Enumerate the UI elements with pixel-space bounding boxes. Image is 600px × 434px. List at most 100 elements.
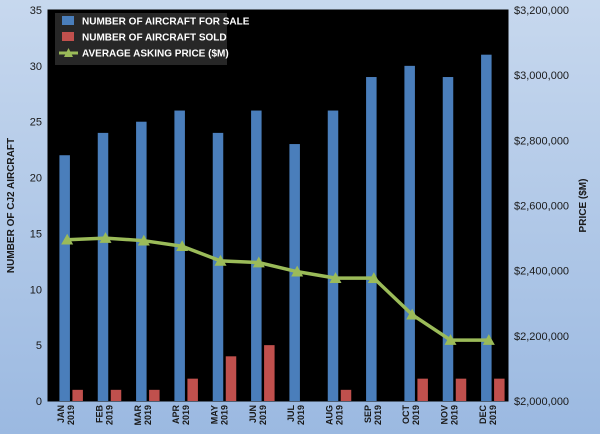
plot-area [47, 9, 509, 402]
bar-sold [149, 389, 160, 401]
bar-sold [264, 345, 275, 401]
x-tick-label: DEC 2019 [478, 405, 498, 426]
x-tick-label: JUN 2019 [248, 405, 268, 425]
legend-swatch [62, 16, 74, 25]
svg-text:MAY: MAY [210, 405, 220, 424]
y-right-tick-label: $2,000,000 [514, 396, 569, 408]
svg-text:2019: 2019 [66, 405, 76, 425]
price-point [367, 272, 380, 283]
svg-text:JUL: JUL [286, 405, 296, 423]
y-tick-label: 5 [36, 340, 42, 352]
price-point [291, 265, 304, 277]
right-axis: $2,000,000 $2,200,000 $2,400,000 $2,600,000… [514, 5, 569, 408]
svg-text:JAN: JAN [56, 405, 66, 423]
bar-sold [72, 389, 83, 401]
bar-sold [340, 389, 352, 401]
bar-for-sale [59, 155, 70, 401]
price-point [61, 233, 74, 245]
svg-text:2019: 2019 [181, 405, 191, 425]
left-axis: 0 5 10 15 20 25 30 35 [30, 5, 42, 408]
x-tick-label: NOV 2019 [440, 405, 460, 425]
x-tick-label: FEB 2019 [95, 404, 115, 425]
svg-text:2019: 2019 [143, 405, 153, 425]
price-line [61, 232, 495, 345]
bar-sold [494, 378, 505, 401]
svg-text:2019: 2019 [220, 405, 230, 425]
bar-for-sale [442, 77, 454, 402]
x-tick-label: JUL 2019 [286, 405, 306, 426]
y-axis-right-label: PRICE ($M) [578, 179, 589, 233]
bar-sold [225, 356, 237, 401]
svg-text:2019: 2019 [488, 405, 498, 425]
y-tick-label: 20 [30, 173, 42, 185]
bar-for-sale [404, 65, 415, 401]
bar-sold [455, 378, 467, 401]
svg-text:MAR: MAR [133, 405, 143, 426]
svg-text:AUG: AUG [325, 405, 335, 425]
x-tick-label: SEP 2019 [363, 405, 383, 425]
y-right-tick-label: $2,400,000 [514, 266, 569, 278]
x-tick-label: JAN 2019 [56, 405, 76, 425]
bar-sold [187, 378, 198, 401]
bar-sold [110, 389, 122, 401]
legend: NUMBER OF AIRCRAFT FOR SALE NUMBER OF AIR… [55, 13, 250, 65]
price-point [252, 256, 265, 268]
y-right-tick-label: $2,800,000 [514, 135, 569, 147]
x-tick-label: APR 2019 [171, 405, 191, 426]
x-tick-label: OCT 2019 [401, 405, 421, 426]
legend-marker [64, 48, 73, 57]
bar-for-sale [251, 110, 262, 402]
y-tick-label: 35 [30, 5, 42, 17]
y-axis-label: NUMBER OF CJ2 AIRCRAFT [6, 138, 17, 273]
x-tick-label: MAR 2019 [133, 405, 153, 426]
y-tick-label: 30 [30, 61, 42, 73]
y-tick-label: 15 [30, 228, 42, 240]
legend-box [55, 13, 227, 65]
price-point [176, 240, 189, 252]
svg-text:SEP: SEP [363, 405, 373, 423]
legend-swatch [62, 32, 74, 41]
svg-text:2019: 2019 [105, 405, 115, 425]
price-point [406, 308, 419, 320]
price-point [214, 254, 227, 266]
legend-label: NUMBER OF AIRCRAFT FOR SALE [82, 17, 250, 28]
svg-text:OCT: OCT [401, 405, 411, 425]
y-right-tick-label: $3,200,000 [514, 5, 569, 17]
price-point [137, 234, 150, 246]
svg-text:APR: APR [171, 405, 181, 425]
bar-for-sale [212, 132, 224, 401]
svg-text:2019: 2019 [411, 405, 421, 425]
bar-for-sale [136, 121, 147, 401]
svg-text:NOV: NOV [440, 405, 450, 425]
price-point [444, 334, 457, 345]
x-tick-label: MAY 2019 [210, 405, 230, 425]
price-point [329, 272, 342, 283]
y-right-tick-label: $2,600,000 [514, 201, 569, 213]
svg-text:2019: 2019 [335, 405, 345, 425]
svg-text:FEB: FEB [95, 404, 105, 423]
svg-text:JUN: JUN [248, 405, 258, 423]
legend-label: AVERAGE ASKING PRICE ($M) [82, 49, 229, 60]
x-axis: JAN 2019 FEB 2019 MAR 2019 APR 2019 MAY 2019 JUN 20… [56, 404, 498, 425]
bar-sold [417, 378, 428, 401]
bar-for-sale [327, 110, 339, 402]
svg-text:DEC: DEC [478, 405, 488, 425]
bar-for-sale [366, 77, 377, 402]
bar-for-sale [481, 54, 492, 401]
svg-text:2019: 2019 [258, 405, 268, 425]
svg-text:2019: 2019 [373, 405, 383, 425]
y-right-tick-label: $2,200,000 [514, 331, 569, 343]
y-tick-label: 25 [30, 117, 42, 129]
y-tick-label: 10 [30, 284, 42, 296]
price-point [99, 232, 112, 243]
svg-text:2019: 2019 [296, 405, 306, 425]
bar-for-sale [97, 132, 109, 401]
y-right-tick-label: $3,000,000 [514, 70, 569, 82]
legend-label: NUMBER OF AIRCRAFT SOLD [82, 33, 227, 44]
x-tick-label: AUG 2019 [325, 405, 345, 425]
y-tick-label: 0 [36, 396, 42, 408]
svg-text:2019: 2019 [450, 405, 460, 425]
bar-for-sale [174, 110, 185, 402]
price-point [482, 334, 495, 345]
